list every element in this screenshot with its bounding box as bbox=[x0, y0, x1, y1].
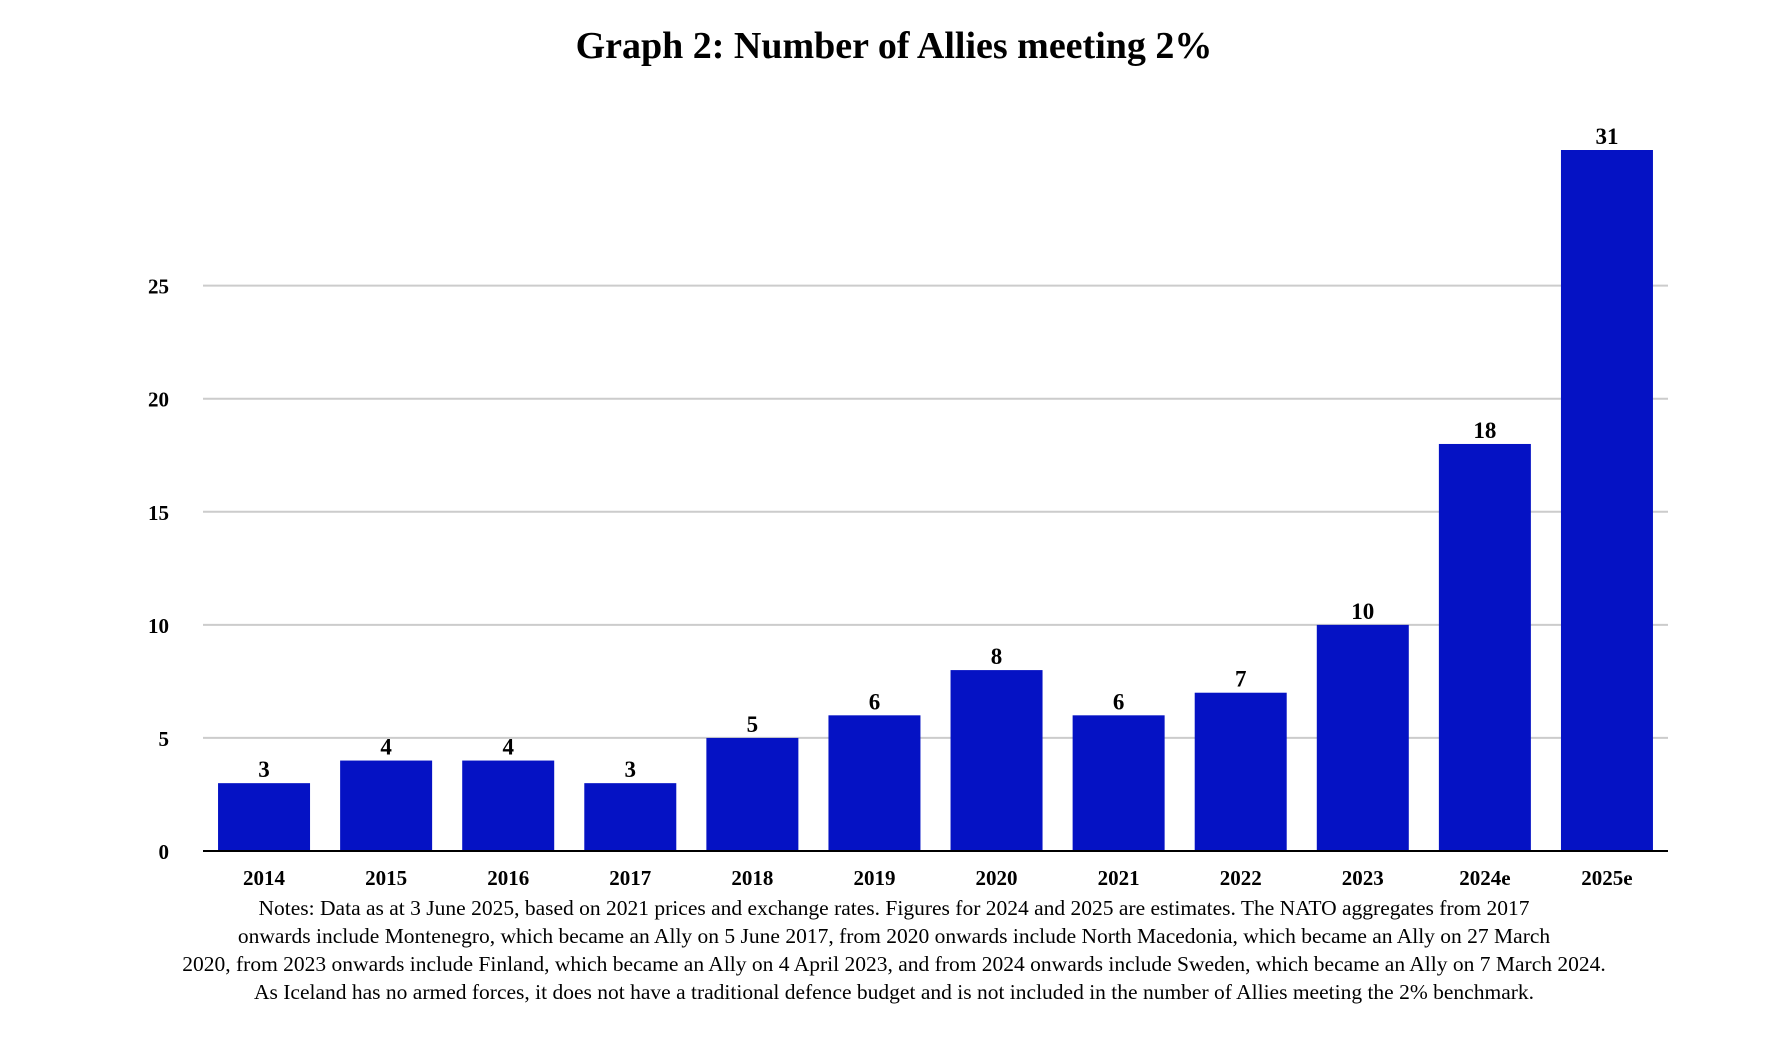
notes-line: As Iceland has no armed forces, it does … bbox=[253, 980, 1535, 1004]
bar bbox=[1438, 443, 1531, 851]
data-label: 7 bbox=[1235, 667, 1247, 692]
x-tick-label: 2015 bbox=[365, 866, 407, 890]
chart-title: Graph 2: Number of Allies meeting 2% bbox=[575, 25, 1213, 67]
chart-notes: Notes: Data as at 3 June 2025, based on … bbox=[20, 894, 1768, 1006]
x-tick-label: 2016 bbox=[487, 866, 529, 890]
bar bbox=[1194, 692, 1287, 851]
bar bbox=[706, 737, 799, 851]
y-axis-ticks: 0 5 10 15 20 25 bbox=[148, 275, 169, 864]
data-label: 4 bbox=[502, 735, 514, 760]
x-tick-label: 2024e bbox=[1459, 866, 1510, 890]
data-label: 10 bbox=[1351, 599, 1374, 624]
bar bbox=[1072, 715, 1165, 851]
x-tick-label: 2018 bbox=[731, 866, 773, 890]
data-label: 5 bbox=[747, 712, 759, 737]
bar bbox=[1560, 150, 1653, 851]
bar bbox=[584, 783, 677, 851]
x-tick-label: 2022 bbox=[1220, 866, 1262, 890]
data-label: 4 bbox=[380, 735, 392, 760]
bar bbox=[218, 783, 311, 851]
y-tick-label: 20 bbox=[148, 388, 169, 412]
notes-line: 2020, from 2023 onwards include Finland,… bbox=[182, 952, 1606, 976]
data-label: 3 bbox=[625, 757, 637, 782]
bar bbox=[828, 715, 921, 851]
data-label: 6 bbox=[869, 689, 881, 714]
y-tick-label: 25 bbox=[148, 275, 169, 299]
x-tick-label: 2021 bbox=[1098, 866, 1140, 890]
data-label: 6 bbox=[1113, 689, 1125, 714]
data-label: 3 bbox=[258, 757, 270, 782]
notes-line: onwards include Montenegro, which became… bbox=[237, 924, 1551, 948]
notes-line: Notes: Data as at 3 June 2025, based on … bbox=[258, 896, 1530, 920]
data-label: 18 bbox=[1473, 418, 1496, 443]
x-tick-label: 2020 bbox=[976, 866, 1018, 890]
x-tick-label: 2023 bbox=[1342, 866, 1384, 890]
bar bbox=[462, 760, 555, 851]
bars bbox=[218, 150, 1653, 851]
bar bbox=[950, 670, 1043, 851]
data-labels: 3 4 4 3 5 6 8 6 7 10 18 31 bbox=[258, 124, 1618, 782]
grid-lines bbox=[203, 284, 1668, 739]
y-tick-label: 10 bbox=[148, 614, 169, 638]
data-label: 8 bbox=[991, 644, 1003, 669]
bar bbox=[340, 760, 433, 851]
x-tick-label: 2014 bbox=[243, 866, 286, 890]
y-tick-label: 5 bbox=[159, 727, 170, 751]
x-axis-ticks: 2014 2015 2016 2017 2018 2019 2020 2021 2022 2023… bbox=[243, 866, 1633, 890]
x-tick-label: 2025e bbox=[1581, 866, 1632, 890]
y-tick-label: 15 bbox=[148, 501, 169, 525]
x-tick-label: 2019 bbox=[853, 866, 895, 890]
data-label: 31 bbox=[1595, 124, 1618, 149]
bar bbox=[1316, 624, 1409, 851]
y-tick-label: 0 bbox=[159, 840, 170, 864]
x-tick-label: 2017 bbox=[609, 866, 651, 890]
